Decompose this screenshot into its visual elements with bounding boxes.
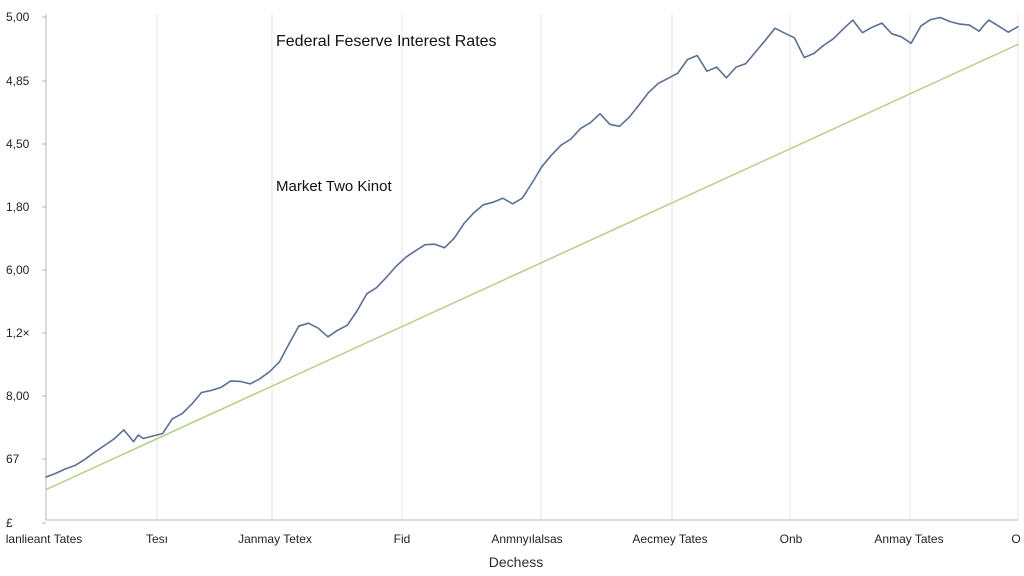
y-tick-label: 5,00: [6, 10, 30, 24]
chart-title: Federal Feserve Interest Rates: [276, 33, 497, 50]
y-tick-label: 6,00: [6, 263, 30, 277]
y-tick-label: 4,50: [6, 137, 30, 151]
x-tick-label: Anmay Tates: [874, 532, 943, 546]
y-tick-label: 4,85: [6, 74, 30, 88]
y-tick-label: 67: [6, 452, 20, 466]
x-tick-label: O: [1011, 532, 1020, 546]
y-axis-tick-labels: 5,00 4,85 4,50 1,80 6,00 1,2× 8,00 67 £: [6, 10, 46, 530]
grid-lines: [45, 14, 1019, 520]
x-tick-label: Janmay Tetex: [238, 532, 312, 546]
y-tick-label: £: [6, 516, 13, 530]
x-tick-label: Onb: [780, 532, 803, 546]
x-tick-label: lanlieant Tates: [6, 532, 83, 546]
x-tick-label: Aecmey Tates: [632, 532, 707, 546]
x-axis-tick-labels: lanlieant Tates Tesı Janmay Tetex Fid Anmnyı…: [6, 532, 1021, 546]
x-axis-title: Dechess: [489, 554, 543, 570]
series-line-trend: [45, 43, 1019, 491]
x-tick-label: Anmnyılalsas: [491, 532, 562, 546]
chart-annotation: Market Two Kinot: [276, 178, 392, 195]
series-line-interest-rates: [45, 16, 1019, 478]
y-tick-label: 8,00: [6, 389, 30, 403]
axes: [45, 14, 1018, 521]
y-tick-label: 1,2×: [6, 326, 30, 340]
x-tick-label: Fid: [394, 532, 411, 546]
x-tick-label: Tesı: [146, 532, 168, 546]
series-layer: [45, 16, 1019, 491]
y-tick-label: 1,80: [6, 200, 30, 214]
